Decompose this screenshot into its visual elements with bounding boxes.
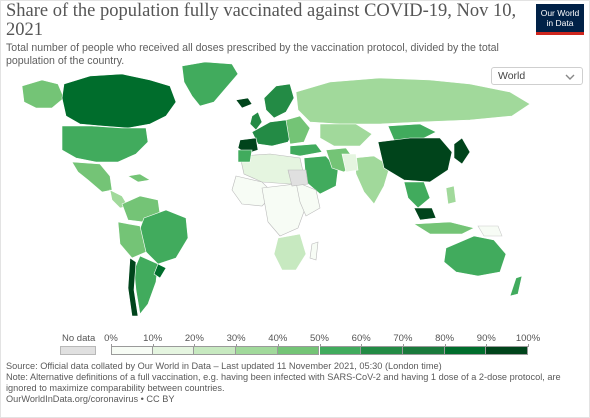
legend-bin [402, 346, 445, 355]
legend-bin [319, 346, 362, 355]
map-scandinavia [263, 83, 295, 119]
chart-subtitle: Total number of people who received all … [6, 42, 499, 67]
legend-tick-label: 50% [309, 333, 330, 344]
legend-tick-mark [152, 344, 154, 347]
map-greenland [181, 61, 239, 107]
map-india [353, 155, 391, 205]
logo-line-1: Our World [540, 8, 580, 18]
legend-tick-label: 100% [515, 333, 541, 344]
map-mexico [71, 161, 113, 193]
legend-tick-label: 10% [143, 333, 163, 344]
map-kazakhstan [319, 123, 373, 147]
legend-tick-mark [236, 344, 238, 347]
map-uk [249, 111, 263, 131]
map-papua [477, 225, 503, 237]
legend-tick-mark [361, 344, 363, 347]
color-legend: No data 0% 10% 20% 30% 40% 50% 60% 70% 80% 90% 100… [0, 330, 590, 360]
legend-tick-label: 0% [104, 333, 118, 344]
map-southeast-asia [403, 181, 431, 209]
map-canada [61, 73, 177, 129]
footer-source: Source: Official data collated by Our Wo… [6, 361, 442, 371]
legend-tick-label: 20% [184, 333, 204, 344]
map-argentina [133, 255, 159, 315]
map-brazil [137, 209, 189, 265]
map-alaska [21, 79, 65, 109]
map-madagascar [309, 241, 319, 261]
legend-bin [236, 346, 278, 355]
legend-tick-mark [319, 344, 321, 347]
legend-bin [277, 346, 320, 355]
legend-tick-label: 90% [476, 333, 496, 344]
map-west-africa [231, 175, 275, 207]
chart-title: Share of the population fully vaccinated… [6, 1, 517, 40]
map-pakistan-afghanistan [341, 153, 359, 173]
legend-tick-label: 70% [393, 333, 413, 344]
owid-logo[interactable]: Our World in Data [536, 4, 584, 35]
legend-tick-label: 80% [435, 333, 455, 344]
region-select[interactable]: World [491, 67, 583, 85]
map-new-zealand [509, 275, 523, 297]
map-southern-africa [273, 233, 307, 271]
legend-bin [361, 346, 403, 355]
map-korea-japan [453, 137, 471, 165]
legend-tick-mark [402, 344, 404, 347]
legend-tick-mark [444, 344, 446, 347]
legend-bin [486, 346, 528, 355]
legend-tick-mark [194, 344, 196, 347]
map-china [377, 137, 453, 183]
map-russia [295, 77, 531, 125]
legend-tick-label: 40% [268, 333, 288, 344]
legend-tick-mark [277, 344, 279, 347]
map-eastern-europe [285, 115, 311, 145]
legend-bin [152, 346, 195, 355]
map-usa [61, 125, 149, 163]
world-map [21, 61, 531, 317]
map-philippines [445, 185, 457, 205]
map-indonesia [413, 221, 475, 235]
map-iceland [235, 97, 253, 109]
legend-tick-mark [111, 344, 112, 347]
legend-tick-mark [528, 344, 529, 347]
map-east-africa [295, 181, 321, 217]
legend-no-data-label: No data [62, 333, 96, 344]
legend-tick-label: 30% [226, 333, 246, 344]
legend-tick-label: 60% [351, 333, 371, 344]
map-chile [127, 257, 139, 317]
legend-bin [444, 346, 487, 355]
legend-no-data-swatch [60, 346, 96, 355]
map-australia [443, 235, 507, 277]
map-uruguay [153, 263, 167, 279]
map-mongolia [387, 123, 437, 141]
footer-note: Note: Alternative definitions of a full … [6, 372, 561, 393]
logo-line-2: in Data [546, 18, 574, 28]
chevron-down-icon [565, 74, 575, 80]
chart-footer: Source: Official data collated by Our Wo… [6, 361, 586, 405]
map-peru-bolivia [117, 221, 147, 259]
legend-tick-mark [486, 344, 488, 347]
map-sudan-nodata [287, 169, 309, 187]
map-caribbean [127, 173, 151, 183]
legend-bin [194, 346, 237, 355]
legend-bin [111, 346, 153, 355]
region-select-value: World [498, 70, 526, 82]
map-turkey [289, 143, 323, 157]
map-morocco [237, 149, 253, 163]
footer-link[interactable]: OurWorldInData.org/coronavirus • CC BY [6, 394, 175, 404]
map-malaysia [413, 207, 437, 221]
